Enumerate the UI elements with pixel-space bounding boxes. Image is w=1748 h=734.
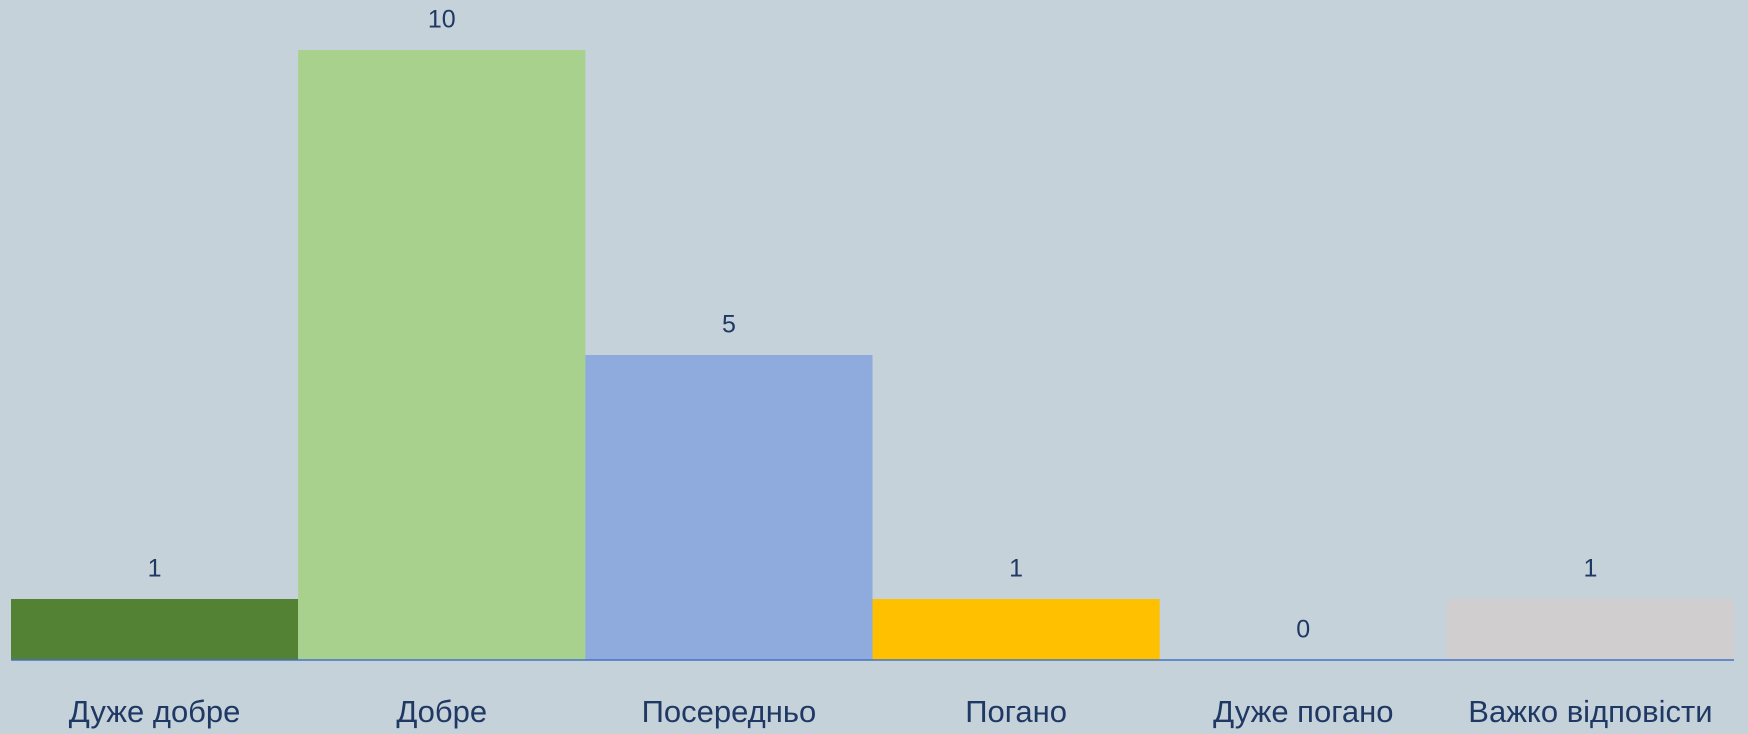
x-tick-label: Важко відповісти	[1468, 694, 1712, 729]
bar	[11, 599, 299, 660]
data-label: 10	[428, 6, 456, 34]
data-label: 1	[148, 555, 162, 583]
x-tick-label: Дуже добре	[69, 694, 241, 729]
x-tick-label: Дуже погано	[1213, 694, 1393, 729]
x-tick-label: Добре	[396, 694, 487, 729]
x-tick-label: Посередньо	[642, 694, 817, 729]
data-label: 5	[722, 311, 736, 339]
bar	[1446, 599, 1734, 660]
bar	[872, 599, 1160, 660]
data-label: 0	[1296, 616, 1310, 644]
bar	[585, 355, 873, 660]
data-label: 1	[1009, 555, 1023, 583]
data-label: 1	[1583, 555, 1597, 583]
bar	[298, 50, 586, 660]
x-tick-label: Погано	[965, 694, 1067, 729]
